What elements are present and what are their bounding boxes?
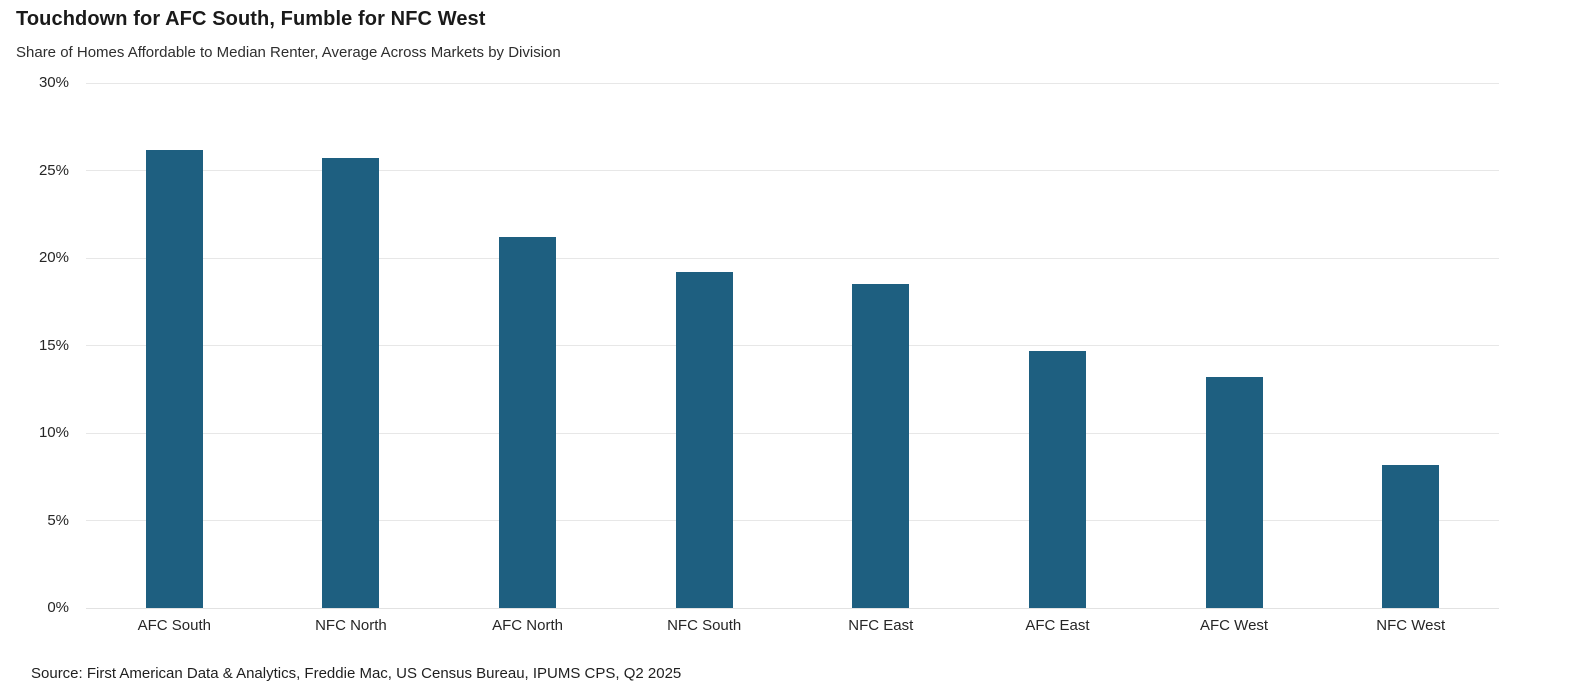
x-axis-line bbox=[86, 607, 1499, 609]
gridline bbox=[86, 82, 1499, 84]
bar-nfc-west bbox=[1382, 464, 1440, 608]
gridline bbox=[86, 432, 1499, 434]
bar-afc-west bbox=[1205, 377, 1263, 608]
x-axis-category-label: AFC West bbox=[1200, 617, 1269, 634]
bar-afc-north bbox=[499, 237, 557, 608]
bar-afc-east bbox=[1028, 350, 1086, 608]
bar-nfc-east bbox=[852, 284, 910, 608]
x-axis-category-label: NFC North bbox=[315, 617, 387, 634]
source-note: Source: First American Data & Analytics,… bbox=[31, 665, 682, 682]
y-axis-tick-label: 30% bbox=[38, 74, 69, 91]
x-axis-category-label: NFC West bbox=[1376, 617, 1446, 634]
gridline bbox=[86, 345, 1499, 346]
gridline bbox=[86, 257, 1499, 259]
bar-afc-south bbox=[145, 149, 203, 608]
bar-nfc-north bbox=[322, 158, 380, 608]
y-axis-tick-label: 15% bbox=[38, 336, 69, 354]
x-axis-category-label: NFC East bbox=[848, 617, 914, 634]
chart-title: Touchdown for AFC South, Fumble for NFC … bbox=[16, 8, 486, 30]
gridline bbox=[86, 170, 1499, 171]
x-axis-category-label: NFC South bbox=[667, 617, 742, 634]
chart-subtitle: Share of Homes Affordable to Median Rent… bbox=[16, 44, 561, 61]
gridline bbox=[86, 520, 1499, 521]
y-axis-tick-label: 25% bbox=[38, 161, 69, 179]
y-axis-tick-label: 5% bbox=[47, 511, 69, 529]
y-axis-tick-label: 20% bbox=[38, 249, 69, 266]
bar-nfc-south bbox=[675, 272, 733, 608]
y-axis-tick-label: 10% bbox=[38, 424, 69, 441]
x-axis-category-label: AFC North bbox=[492, 617, 563, 634]
x-axis-category-label: AFC East bbox=[1025, 617, 1090, 634]
x-axis-category-label: AFC South bbox=[137, 617, 211, 634]
y-axis-tick-label: 0% bbox=[47, 599, 69, 616]
